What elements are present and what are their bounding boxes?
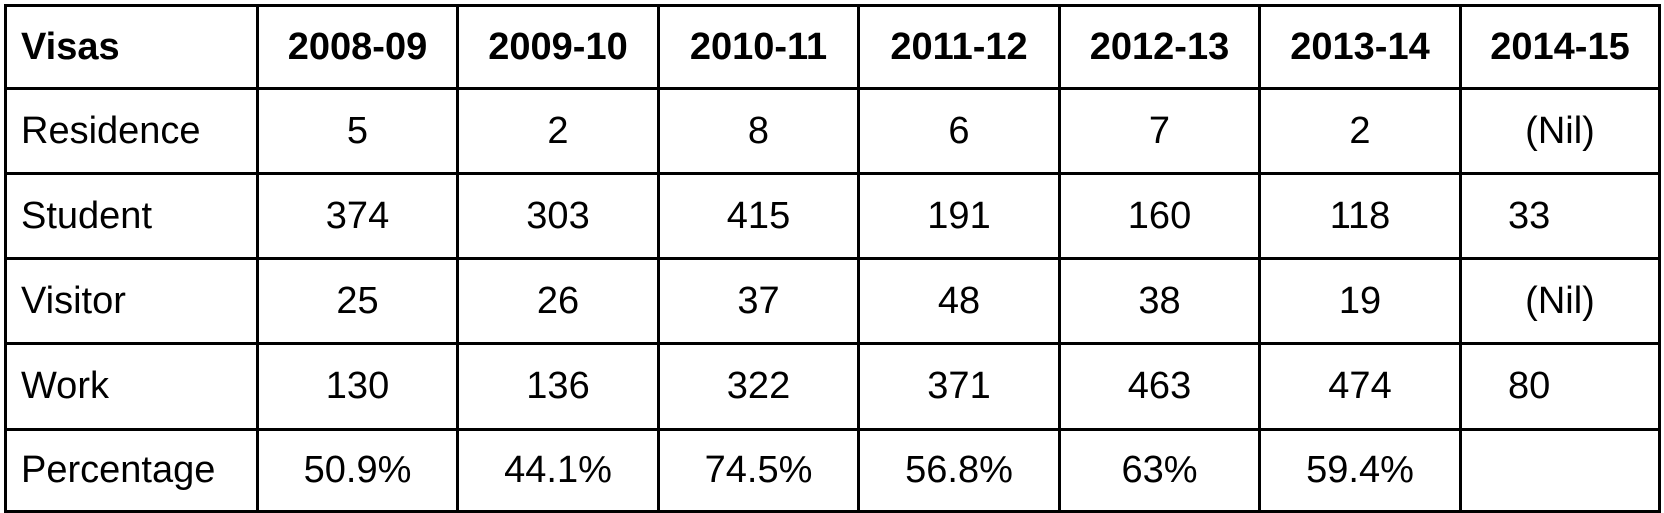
- header-cell: Visas: [4, 4, 259, 90]
- header-cell: 2010-11: [657, 4, 860, 90]
- table-row: Work 130 136 322 371 463 474 80: [4, 342, 1661, 431]
- table-cell: Visitor: [4, 257, 259, 345]
- table-cell: Student: [4, 172, 259, 260]
- table-cell: 303: [456, 172, 660, 260]
- table-cell: 63%: [1058, 428, 1261, 513]
- table-cell: 5: [256, 87, 459, 175]
- header-cell: 2011-12: [857, 4, 1061, 90]
- table-cell: 371: [857, 342, 1061, 431]
- table-cell: 56.8%: [857, 428, 1061, 513]
- table-cell: (Nil): [1459, 87, 1661, 175]
- table-cell: 80: [1459, 342, 1661, 431]
- table-cell: 33: [1459, 172, 1661, 260]
- table-cell: 463: [1058, 342, 1261, 431]
- header-cell: 2012-13: [1058, 4, 1261, 90]
- table-cell: 44.1%: [456, 428, 660, 513]
- empty-cell: [1459, 428, 1661, 513]
- visa-table: Visas 2008-09 2009-10 2010-11 2011-12 2012-13…: [4, 4, 1661, 513]
- header-cell: 2014-15: [1459, 4, 1661, 90]
- table-cell: 374: [256, 172, 459, 260]
- table-cell: 6: [857, 87, 1061, 175]
- header-row: Visas 2008-09 2009-10 2010-11 2011-12 2012-13…: [4, 4, 1661, 90]
- table-cell: 25: [256, 257, 459, 345]
- table-cell: 322: [657, 342, 860, 431]
- table-row: Residence 5 2 8 6 7 2 (Nil): [4, 87, 1661, 175]
- table-cell: 160: [1058, 172, 1261, 260]
- table-cell: 26: [456, 257, 660, 345]
- table-cell: 415: [657, 172, 860, 260]
- table-cell: 2: [1258, 87, 1462, 175]
- header-cell: 2009-10: [456, 4, 660, 90]
- table-row: Student 374 303 415 191 160 118 33: [4, 172, 1661, 260]
- table-cell: Residence: [4, 87, 259, 175]
- table-body: Visas 2008-09 2009-10 2010-11 2011-12 2012-13…: [4, 4, 1661, 513]
- table-cell: Work: [4, 342, 259, 431]
- table-cell: 48: [857, 257, 1061, 345]
- table-cell: 50.9%: [256, 428, 459, 513]
- table-cell: Percentage: [4, 428, 259, 513]
- table-cell: (Nil): [1459, 257, 1661, 345]
- table-cell: 474: [1258, 342, 1462, 431]
- table-cell: 130: [256, 342, 459, 431]
- table-row: Percentage 50.9% 44.1% 74.5% 56.8% 63% 59.4%: [4, 428, 1661, 513]
- table-cell: 136: [456, 342, 660, 431]
- table-cell: 59.4%: [1258, 428, 1462, 513]
- table-row: Visitor 25 26 37 48 38 19 (Nil): [4, 257, 1661, 345]
- table-cell: 37: [657, 257, 860, 345]
- table-cell: 118: [1258, 172, 1462, 260]
- table-cell: 38: [1058, 257, 1261, 345]
- table-cell: 7: [1058, 87, 1261, 175]
- table-cell: 2: [456, 87, 660, 175]
- header-cell: 2008-09: [256, 4, 459, 90]
- table-cell: 8: [657, 87, 860, 175]
- table-cell: 74.5%: [657, 428, 860, 513]
- header-cell: 2013-14: [1258, 4, 1462, 90]
- table-cell: 19: [1258, 257, 1462, 345]
- table-cell: 191: [857, 172, 1061, 260]
